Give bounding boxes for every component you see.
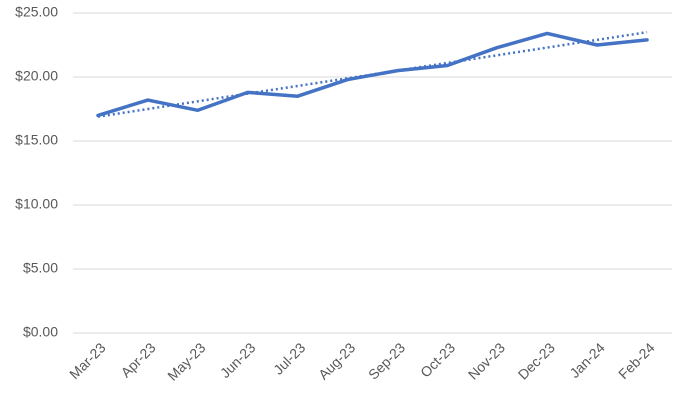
x-tick-label: Feb-24	[615, 339, 658, 382]
x-tick-label: Dec-23	[515, 339, 558, 382]
x-tick-label: Jan-24	[566, 339, 608, 381]
x-tick-label: Sep-23	[365, 339, 408, 382]
data-line	[96, 31, 649, 118]
x-tick-label: Aug-23	[315, 339, 358, 382]
y-tick-label: $20.00	[15, 68, 58, 84]
y-tick-label: $0.00	[23, 324, 58, 340]
x-tick-label: Nov-23	[465, 339, 508, 382]
x-tick-label: Jul-23	[270, 339, 308, 377]
y-tick-label: $15.00	[15, 132, 58, 148]
y-tick-label: $10.00	[15, 196, 58, 212]
y-tick-label: $25.00	[15, 4, 58, 20]
y-tick-label: $5.00	[23, 260, 58, 276]
x-tick-label: Oct-23	[417, 339, 458, 380]
x-tick-label: Jun-23	[217, 339, 259, 381]
x-tick-label: May-23	[164, 339, 208, 383]
x-tick-label: Mar-23	[66, 339, 109, 382]
x-tick-label: Apr-23	[118, 339, 159, 380]
